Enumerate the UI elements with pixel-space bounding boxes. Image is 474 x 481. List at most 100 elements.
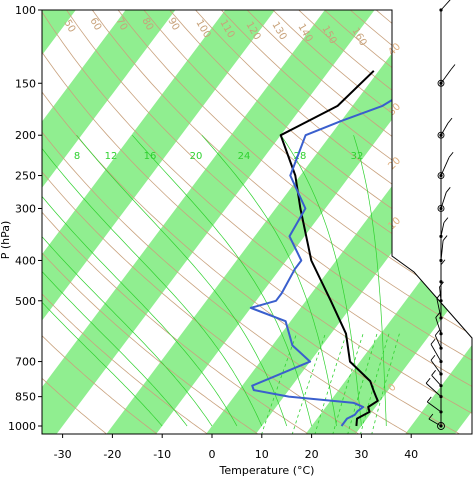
moist-adiabat	[132, 134, 312, 427]
y-axis-title: P (hPa)	[0, 221, 12, 260]
dry-adiabat	[42, 10, 472, 434]
wind-barb	[440, 192, 447, 209]
wind-barb-flag	[447, 117, 453, 124]
wind-barb	[440, 69, 452, 84]
dry-adiabat	[91, 10, 472, 434]
dry-adiabat	[42, 10, 260, 434]
wind-barb-flag	[426, 396, 432, 403]
mixing-ratio-label: 28	[294, 151, 307, 162]
x-axis-title: Temperature (°C)	[219, 464, 315, 477]
wind-calm-circle	[437, 172, 445, 179]
wind-barb-flag	[434, 330, 440, 336]
wind-barb	[428, 418, 442, 427]
y-tick-label: 300	[15, 202, 36, 215]
dry-adiabat	[42, 10, 310, 434]
wind-barb-flag	[428, 413, 434, 420]
y-tick-label: 400	[15, 254, 36, 267]
wind-barb-flag	[445, 187, 451, 193]
isotherm-band	[42, 10, 405, 434]
y-tick-label: 850	[15, 391, 36, 404]
wind-barb	[430, 344, 442, 362]
mixing-ratio-line	[359, 333, 390, 434]
y-tick-label: 1000	[8, 420, 36, 433]
isotherm-band	[42, 10, 206, 434]
dry-adiabat	[169, 10, 472, 434]
dry-adiabat	[42, 10, 472, 434]
wind-barb	[425, 382, 442, 397]
x-tick-label: 10	[255, 448, 269, 461]
wind-barb-flag	[448, 151, 454, 158]
isotherm-band	[292, 10, 472, 434]
wind-calm-circle	[437, 422, 445, 430]
y-tick-label: 150	[15, 77, 36, 90]
plot-frame	[41, 9, 473, 435]
moist-adiabat	[353, 135, 387, 427]
moist-adiabat	[42, 135, 188, 427]
mixing-ratio-label: 8	[74, 151, 80, 162]
y-tick-label: 250	[15, 170, 36, 183]
x-tick-label: 20	[305, 448, 319, 461]
mixing-ratio-line	[291, 333, 326, 434]
y-tick-label: 100	[15, 4, 36, 17]
dry-adiabat	[117, 10, 472, 434]
dry-adiabat	[42, 10, 108, 434]
wind-calm-circle	[437, 131, 445, 139]
wind-barb-flag	[439, 281, 444, 288]
background-lines	[42, 10, 472, 434]
wind-barb	[440, 222, 445, 237]
mixing-ratio-line	[371, 333, 400, 434]
y-tick-label: 700	[15, 356, 36, 369]
wind-barb-flag	[442, 235, 448, 241]
wind-barb-flag	[435, 312, 441, 318]
wind-barb-flag	[443, 217, 449, 223]
mixing-ratio-label: 12	[105, 151, 118, 162]
dry-adiabat	[195, 10, 472, 434]
y-tick-label: 500	[15, 295, 36, 308]
wind-barb	[440, 122, 449, 136]
wind-barb	[426, 401, 442, 413]
wind-barb	[431, 374, 442, 386]
moist-adiabat	[42, 135, 163, 427]
mixing-ratio-label: 20	[190, 151, 203, 162]
wind-barb	[440, 0, 451, 11]
wind-barb	[430, 360, 442, 375]
wind-barb	[435, 317, 442, 334]
moist-adiabat	[42, 135, 213, 427]
wind-barbs	[425, 0, 456, 430]
x-tick-label: -30	[54, 448, 72, 461]
wind-barb	[436, 298, 442, 319]
dry-adiabat	[42, 10, 361, 434]
mixing-ratio-line	[314, 333, 347, 434]
sounding-profiles	[249, 70, 430, 427]
x-tick-label: 40	[404, 448, 418, 461]
moist-adiabat	[42, 135, 238, 427]
wind-barb-flag	[440, 259, 446, 266]
mixing-ratio-line	[347, 333, 378, 434]
temperature-profile	[279, 70, 379, 427]
wind-calm-circle	[437, 79, 445, 87]
wind-barb-flag	[430, 338, 436, 345]
mixing-ratio-line	[261, 333, 297, 434]
wind-barb	[434, 335, 442, 349]
mixing-ratio-label: 32	[351, 151, 364, 162]
wind-barb-flag	[430, 354, 436, 361]
wind-barb-flag	[450, 64, 456, 70]
dry-adiabat	[42, 10, 159, 434]
plot-border	[41, 9, 473, 435]
mixing-ratio-label: 16	[144, 151, 157, 162]
mixing-ratio-line	[332, 333, 364, 434]
dry-adiabat	[66, 10, 472, 434]
dewpoint-profile	[249, 70, 430, 427]
mixing-ratio-label: 24	[238, 151, 251, 162]
moist-adiabat	[76, 134, 288, 427]
x-tick-label: -20	[103, 448, 121, 461]
x-tick-label: 0	[209, 448, 216, 461]
x-tick-label: 30	[354, 448, 368, 461]
dry-adiabat	[143, 10, 472, 434]
moist-adiabat	[42, 134, 263, 427]
wind-barb	[440, 240, 444, 261]
wind-calm-circle	[437, 205, 445, 212]
y-tick-label: 200	[15, 129, 36, 142]
